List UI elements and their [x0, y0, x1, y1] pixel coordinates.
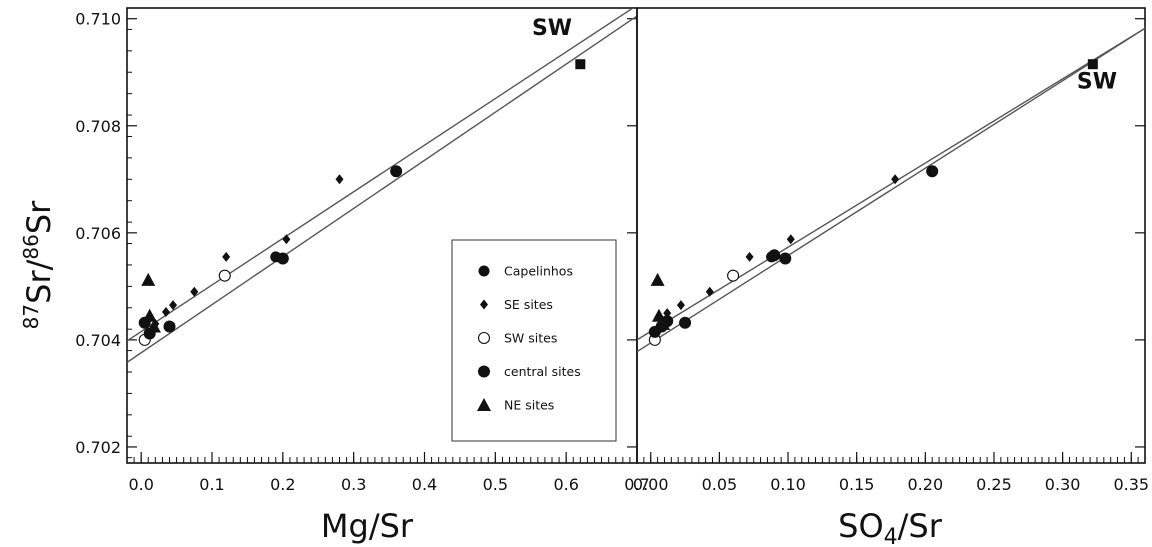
x-tick-label: 0.7: [624, 475, 649, 494]
data-point: [161, 307, 170, 318]
data-point: [146, 319, 161, 333]
data-point: [926, 165, 939, 178]
y-tick-label: 0.706: [75, 224, 121, 243]
x-tick-label: 0.35: [1113, 475, 1149, 494]
y-axis-title-base1: Sr/: [20, 259, 58, 303]
y-axis-title-sup1: 87: [19, 304, 43, 329]
legend: Capelinhos SE sites SW sites central sites N…: [451, 239, 617, 442]
data-point: [282, 234, 291, 245]
x-tick-label: 0.3: [341, 475, 366, 494]
legend-label: SE sites: [504, 297, 553, 312]
regression-lines: [127, 8, 637, 363]
data-point: [727, 269, 740, 282]
x-tick-label: 0.1: [199, 475, 224, 494]
data-point: [335, 174, 344, 185]
x-tick-label: 0.4: [412, 475, 437, 494]
right-panel-so4-sr: 0.00 0.05 0.10 0.15 0.20 0.25 0.30 0.35 SW: [633, 7, 1149, 494]
data-point: [650, 272, 665, 286]
x-tick-label: 0.20: [908, 475, 944, 494]
data-point: [142, 308, 157, 322]
annotation-sw: SW: [1077, 69, 1117, 94]
series-seawater: [1087, 59, 1098, 70]
data-point: [891, 174, 900, 185]
x-tick-label: 0.5: [483, 475, 508, 494]
y-tick-label: 0.702: [75, 438, 121, 457]
data-point: [786, 234, 795, 245]
data-point: [705, 286, 714, 297]
series-central-sites: [138, 165, 403, 340]
data-point: [745, 251, 754, 262]
regression-lines: [637, 27, 1145, 353]
legend-label: central sites: [504, 364, 581, 379]
x-tick-label: 0.25: [976, 475, 1012, 494]
annotation-sw: SW: [532, 16, 572, 41]
legend-label: SW sites: [504, 331, 557, 346]
legend-marker: [477, 398, 491, 411]
series-se-sites: [663, 174, 900, 319]
legend-marker: [480, 299, 488, 310]
y-tick-label: 0.710: [75, 10, 121, 29]
y-tick-label: 0.704: [75, 331, 121, 350]
series-sw-sites: [648, 269, 740, 346]
x-axis-title-left: Mg/Sr: [321, 507, 414, 545]
data-point: [276, 252, 289, 265]
legend-label: Capelinhos: [504, 264, 573, 279]
regression-line: [637, 27, 1145, 341]
x-axis-title-right-sub: 4: [884, 525, 898, 547]
y-axis-title-sup2: 86: [19, 234, 43, 259]
data-point: [163, 320, 176, 333]
x-tick-label: 0.05: [702, 475, 738, 494]
data-point: [218, 269, 231, 282]
x-axis-title-right-base: SO: [838, 507, 884, 545]
series-seawater: [575, 59, 586, 70]
regression-line: [637, 27, 1145, 353]
data-point: [222, 251, 231, 262]
y-axis-title: 87Sr/86Sr: [19, 200, 58, 329]
x-tick-label: 0.6: [553, 475, 578, 494]
y-axis-title-base2: Sr: [20, 200, 58, 234]
left-panel-mg-sr: 0.0 0.1 0.2 0.3 0.4 0.5 0.6 0.7 0.702 0.704 0.706 0…: [75, 7, 650, 494]
legend-marker: [477, 331, 491, 345]
data-point: [768, 249, 781, 262]
regression-line: [127, 8, 635, 342]
x-axis-title-right: SO4/Sr: [838, 507, 943, 547]
data-point: [779, 252, 792, 265]
regression-line: [127, 15, 637, 363]
series-ne-sites: [650, 272, 671, 330]
series-ne-sites: [141, 272, 161, 333]
data-point: [656, 316, 671, 330]
data-point: [190, 286, 199, 297]
x-tick-label: 0.15: [839, 475, 875, 494]
data-point: [390, 165, 403, 178]
x-tick-label: 0.00: [633, 475, 669, 494]
data-point: [141, 272, 156, 286]
x-tick-label: 0.10: [770, 475, 806, 494]
data-point: [676, 300, 685, 311]
x-axis-title-right-rest: /Sr: [898, 507, 943, 545]
y-tick-label: 0.708: [75, 117, 121, 136]
legend-marker: [478, 265, 490, 277]
series-central-sites: [648, 165, 939, 338]
x-tick-label: 0.0: [128, 475, 153, 494]
data-point: [575, 59, 586, 70]
data-point: [169, 300, 178, 311]
x-tick-label: 0.30: [1045, 475, 1081, 494]
legend-marker: [478, 365, 490, 378]
data-point: [1087, 59, 1098, 70]
x-tick-label: 0.2: [270, 475, 295, 494]
data-point: [679, 316, 692, 329]
legend-label: NE sites: [504, 398, 554, 413]
